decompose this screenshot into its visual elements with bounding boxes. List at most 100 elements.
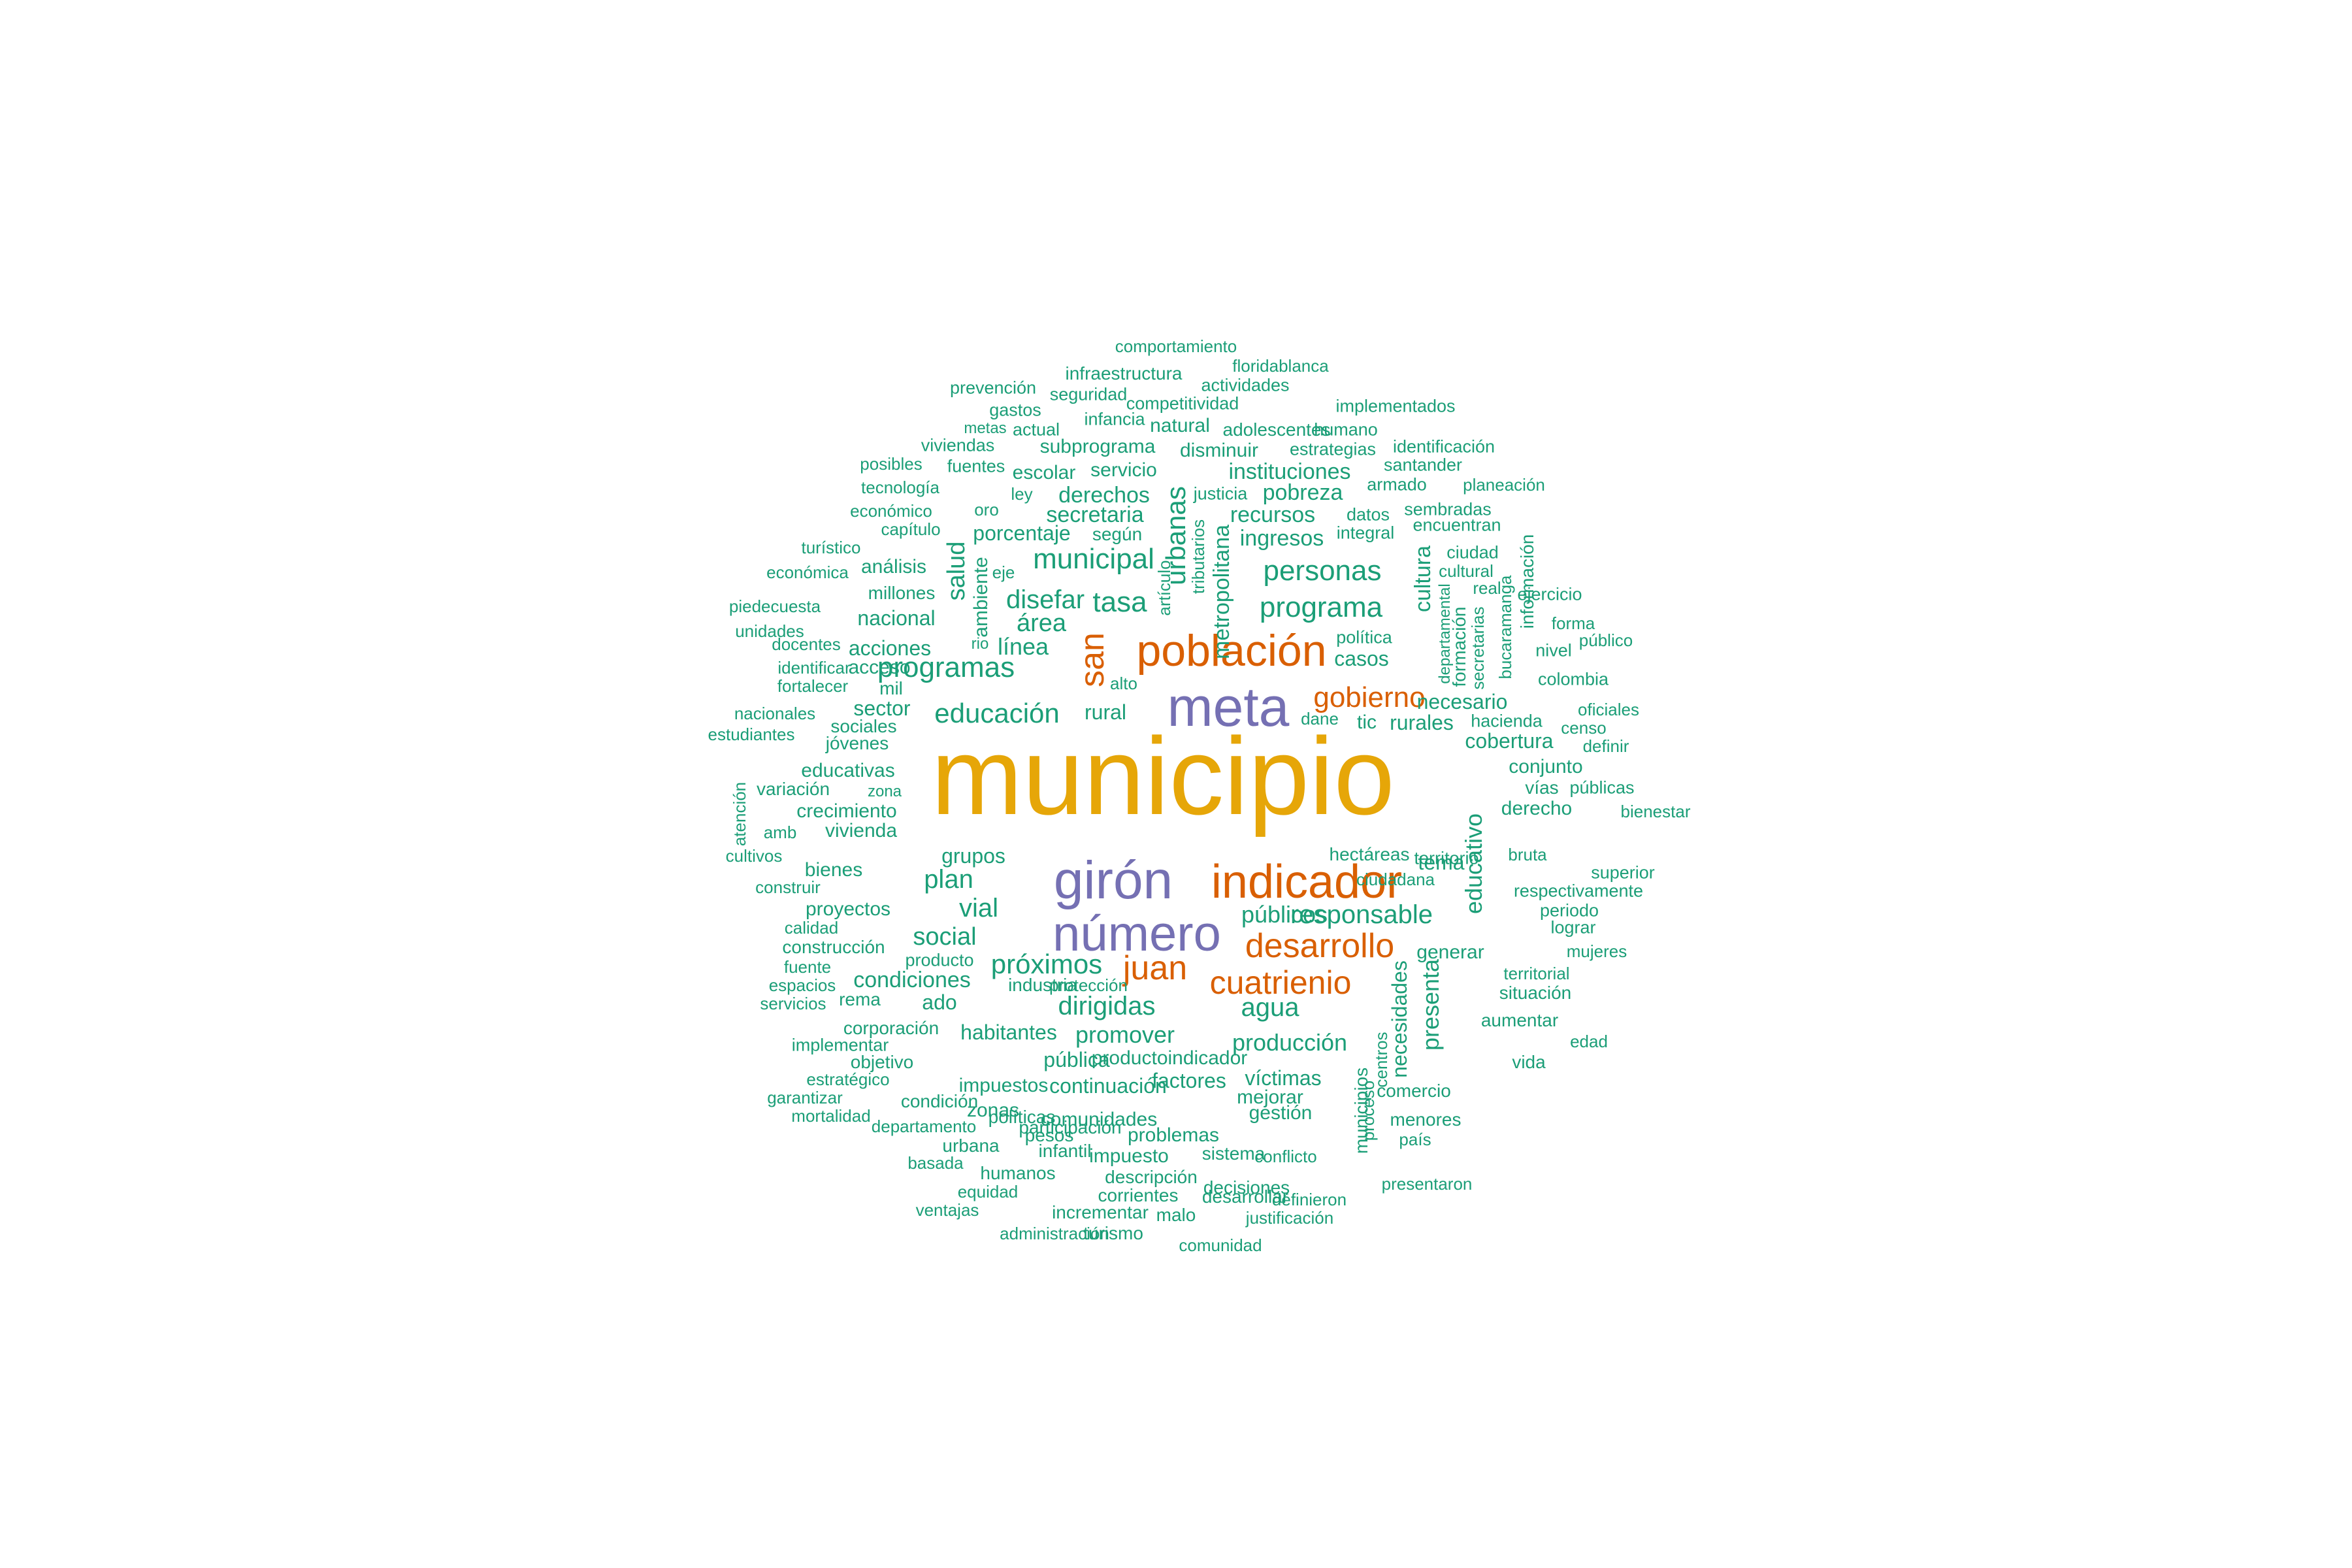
- word-basada: basada: [907, 1153, 964, 1173]
- word-edad: edad: [1570, 1032, 1608, 1051]
- word-mil: mil: [879, 678, 903, 698]
- word-presentaron: presentaron: [1381, 1174, 1473, 1194]
- word-estratégico: estratégico: [806, 1070, 890, 1089]
- word-tecnología: tecnología: [861, 478, 939, 497]
- word-ciudadana: ciudadana: [1356, 870, 1435, 889]
- word-sembradas: sembradas: [1404, 499, 1492, 519]
- word-necesario: necesario: [1416, 690, 1508, 713]
- word-integral: integral: [1336, 523, 1395, 543]
- word-sociales: sociales: [830, 716, 897, 736]
- word-tema: tema: [1418, 851, 1465, 874]
- word-disminuir: disminuir: [1179, 440, 1259, 461]
- word-situación: situación: [1499, 983, 1572, 1003]
- word-producción: producción: [1232, 1029, 1348, 1056]
- word-aumentar: aumentar: [1480, 1010, 1559, 1030]
- word-datos: datos: [1346, 504, 1390, 525]
- word-artículo: artículo: [1154, 560, 1174, 616]
- word-bruta: bruta: [1508, 845, 1547, 864]
- word-conflicto: conflicto: [1254, 1147, 1317, 1166]
- word-construir: construir: [755, 877, 821, 897]
- word-eje: eje: [992, 563, 1015, 582]
- word-salud: salud: [943, 541, 970, 601]
- word-posibles: posibles: [860, 454, 923, 474]
- word-metropolitana: metropolitana: [1209, 524, 1234, 660]
- word-planeación: planeación: [1463, 475, 1545, 495]
- word-implementados: implementados: [1335, 396, 1456, 416]
- word-grupos: grupos: [941, 844, 1005, 868]
- word-metas: metas: [964, 419, 1007, 437]
- word-políticas: políticas: [988, 1107, 1056, 1127]
- word-tributarios: tributarios: [1188, 519, 1208, 595]
- word-público: público: [1578, 630, 1633, 650]
- word-gastos: gastos: [989, 400, 1041, 420]
- word-turismo: turismo: [1083, 1223, 1143, 1243]
- word-municipio: municipio: [931, 715, 1395, 838]
- word-construcción: construcción: [782, 937, 885, 957]
- word-ley: ley: [1011, 484, 1033, 504]
- word-justicia: justicia: [1193, 483, 1248, 504]
- word-colombia: colombia: [1537, 669, 1609, 689]
- word-económica: económica: [766, 563, 849, 582]
- word-dirigidas: dirigidas: [1058, 992, 1156, 1021]
- word-escolar: escolar: [1012, 462, 1076, 483]
- word-atención: atención: [730, 781, 749, 847]
- word-servicios: servicios: [760, 994, 826, 1013]
- word-forma: forma: [1551, 613, 1595, 633]
- word-condición: condición: [900, 1091, 979, 1111]
- word-impuestos: impuestos: [958, 1075, 1049, 1096]
- word-pesos: pesos: [1024, 1125, 1074, 1145]
- word-equidad: equidad: [957, 1182, 1019, 1201]
- word-sistema: sistema: [1201, 1143, 1266, 1164]
- word-rurales: rurales: [1390, 711, 1454, 734]
- word-centros: centros: [1371, 1032, 1391, 1088]
- word-tic: tic: [1357, 711, 1377, 733]
- word-adolescentes: adolescentes: [1222, 419, 1331, 440]
- word-humano: humano: [1314, 419, 1378, 440]
- word-sector: sector: [853, 696, 911, 720]
- word-programas: programas: [877, 651, 1015, 683]
- word-plan: plan: [924, 865, 973, 894]
- word-política: política: [1336, 627, 1392, 647]
- word-proyectos: proyectos: [805, 898, 891, 920]
- word-información: información: [1517, 534, 1537, 629]
- word-comunidad: comunidad: [1179, 1235, 1262, 1255]
- word-hectáreas: hectáreas: [1329, 844, 1410, 864]
- word-línea: línea: [997, 633, 1049, 660]
- word-derecho: derecho: [1501, 798, 1573, 819]
- word-gestión: gestión: [1249, 1102, 1313, 1124]
- word-problemas: problemas: [1127, 1124, 1220, 1146]
- word-espacios: espacios: [768, 975, 836, 995]
- word-encuentran: encuentran: [1413, 515, 1501, 535]
- word-nacionales: nacionales: [734, 704, 816, 723]
- word-administración: administración: [1000, 1224, 1109, 1243]
- word-incrementar: incrementar: [1052, 1202, 1149, 1222]
- word-educativas: educativas: [801, 760, 895, 781]
- word-departamental: departamental: [1436, 583, 1454, 684]
- word-superior: superior: [1591, 862, 1655, 883]
- word-docentes: docentes: [772, 634, 841, 654]
- word-decisiones: decisiones: [1203, 1177, 1290, 1198]
- word-secretaria: secretaria: [1046, 502, 1144, 527]
- word-ventajas: ventajas: [915, 1200, 979, 1220]
- word-capítulo: capítulo: [881, 519, 941, 539]
- word-comunidades: comunidades: [1040, 1109, 1158, 1130]
- word-habitantes: habitantes: [960, 1021, 1057, 1044]
- word-fuentes: fuentes: [947, 456, 1005, 476]
- word-área: área: [1016, 610, 1067, 637]
- word-calidad: calidad: [784, 918, 839, 938]
- word-generar: generar: [1416, 941, 1484, 963]
- word-santander: santander: [1383, 455, 1463, 475]
- word-ciudad: ciudad: [1446, 542, 1499, 563]
- word-vida: vida: [1512, 1052, 1546, 1072]
- word-educación: educación: [934, 698, 1060, 728]
- word-presenta: presenta: [1417, 958, 1444, 1051]
- word-desarrollar: desarrollar: [1201, 1186, 1289, 1207]
- word-variación: variación: [756, 779, 830, 799]
- word-casos: casos: [1334, 647, 1389, 670]
- word-respectivamente: respectivamente: [1513, 881, 1644, 901]
- word-número: número: [1053, 906, 1221, 962]
- word-responsable: responsable: [1290, 900, 1433, 929]
- word-turístico: turístico: [801, 538, 861, 557]
- word-natural: natural: [1150, 415, 1210, 436]
- word-san: san: [1073, 632, 1111, 687]
